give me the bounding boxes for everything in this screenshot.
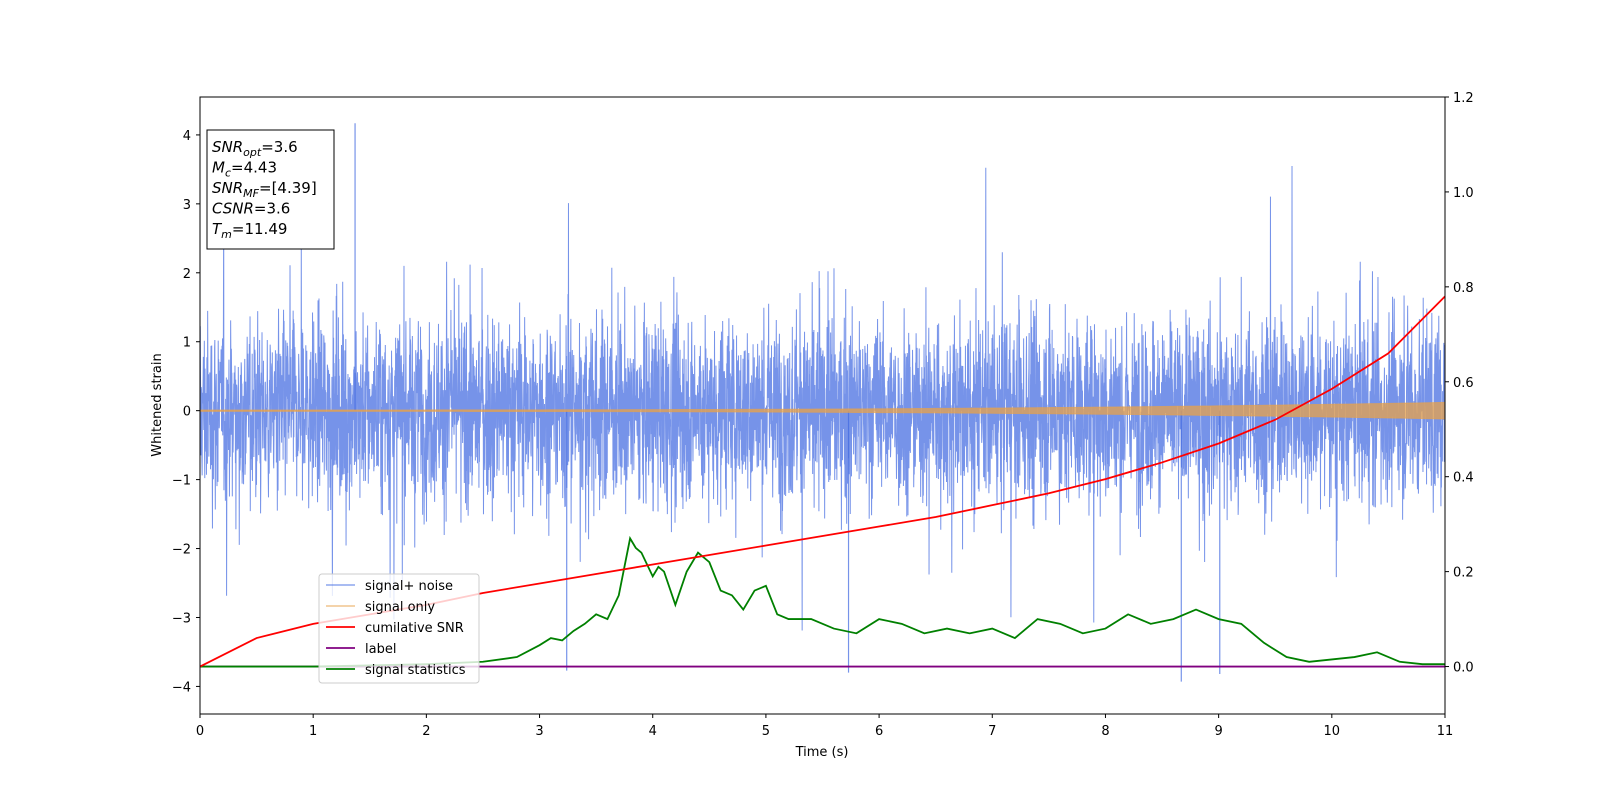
y-left-tick-label: 3	[183, 198, 191, 213]
x-tick-label: 11	[1437, 724, 1454, 739]
info-box-line: SNRMF=[4.39]	[212, 179, 317, 200]
info-box-line: Mc=4.43	[212, 159, 277, 180]
y-axis-left: 4 3 2 1 0 −1 −2 −3 −4	[172, 129, 200, 695]
legend-label: label	[365, 642, 396, 657]
x-tick-label: 4	[649, 724, 657, 739]
y-axis-label: Whitened strain	[150, 353, 165, 456]
info-box-line: SNRopt=3.6	[212, 138, 298, 159]
legend-label: signal+ noise	[365, 579, 453, 594]
legend: signal+ noise signal only cumilative SNR la…	[318, 573, 480, 684]
legend-frame	[318, 573, 480, 684]
y-left-tick-label: 1	[183, 336, 191, 351]
legend-label: signal statistics	[365, 663, 466, 678]
y-right-tick-label: 1.0	[1453, 186, 1474, 201]
x-tick-label: 2	[422, 724, 430, 739]
y-left-tick-label: −3	[172, 611, 191, 626]
info-box-frame	[206, 129, 335, 250]
y-left-tick-label: −2	[172, 543, 191, 558]
y-left-tick-label: −4	[172, 680, 191, 695]
series-signal-plus-noise-line	[199, 165, 1446, 631]
legend-label: signal only	[365, 600, 435, 615]
x-tick-label: 9	[1214, 724, 1222, 739]
y-right-tick-label: 0.2	[1453, 566, 1474, 581]
x-tick-label: 7	[988, 724, 996, 739]
x-axis: 0 1 2 3 4 5 6 7 8 9 10 11	[196, 714, 1453, 739]
y-right-tick-label: 0.0	[1453, 661, 1474, 676]
y-left-tick-label: −1	[172, 474, 191, 489]
info-box-line: Tm=11.49	[212, 220, 287, 241]
x-tick-label: 10	[1324, 724, 1341, 739]
y-right-tick-label: 0.8	[1453, 281, 1474, 296]
x-tick-label: 3	[535, 724, 543, 739]
x-axis-label: Time (s)	[795, 745, 849, 760]
x-tick-label: 0	[196, 724, 204, 739]
x-tick-label: 6	[875, 724, 883, 739]
plot-frame	[199, 96, 1446, 715]
y-left-tick-label: 4	[183, 129, 191, 144]
x-tick-label: 1	[309, 724, 317, 739]
y-axis-right: 0.0 0.2 0.4 0.6 0.8 1.0 1.2	[1445, 91, 1474, 676]
info-box-line: CSNR=3.6	[212, 200, 290, 218]
x-tick-label: 5	[762, 724, 770, 739]
y-right-tick-label: 0.6	[1453, 376, 1474, 391]
y-right-tick-label: 1.2	[1453, 91, 1474, 106]
y-right-tick-label: 0.4	[1453, 471, 1474, 486]
x-tick-label: 8	[1101, 724, 1109, 739]
y-left-tick-label: 0	[183, 405, 191, 420]
y-left-tick-label: 2	[183, 267, 191, 282]
series-signal-statistics-line	[200, 535, 1445, 668]
legend-label: cumilative SNR	[365, 621, 464, 636]
